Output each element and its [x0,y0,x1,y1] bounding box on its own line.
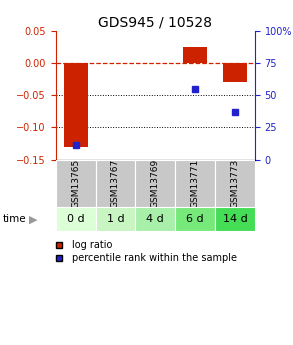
Bar [56,207,96,231]
Text: percentile rank within the sample: percentile rank within the sample [72,253,237,263]
Text: GSM13771: GSM13771 [191,159,200,208]
Bar [183,47,207,63]
Bar [96,207,135,231]
Bar [64,63,88,147]
Text: ▶: ▶ [29,214,38,224]
Title: GDS945 / 10528: GDS945 / 10528 [98,16,212,30]
Text: 1 d: 1 d [107,214,124,224]
Bar [96,159,135,207]
Text: time: time [3,214,27,224]
Bar [175,159,215,207]
Text: 4 d: 4 d [146,214,164,224]
Text: GSM13769: GSM13769 [151,159,160,208]
Bar [56,159,96,207]
Text: GSM13767: GSM13767 [111,159,120,208]
Bar [135,159,175,207]
Bar [215,207,255,231]
Text: 14 d: 14 d [223,214,247,224]
Bar [223,63,247,82]
Text: GSM13773: GSM13773 [231,159,239,208]
Text: GSM13765: GSM13765 [71,159,80,208]
Text: 0 d: 0 d [67,214,84,224]
Bar [215,159,255,207]
Bar [135,207,175,231]
Text: 6 d: 6 d [186,214,204,224]
Text: log ratio: log ratio [72,240,112,250]
Bar [175,207,215,231]
